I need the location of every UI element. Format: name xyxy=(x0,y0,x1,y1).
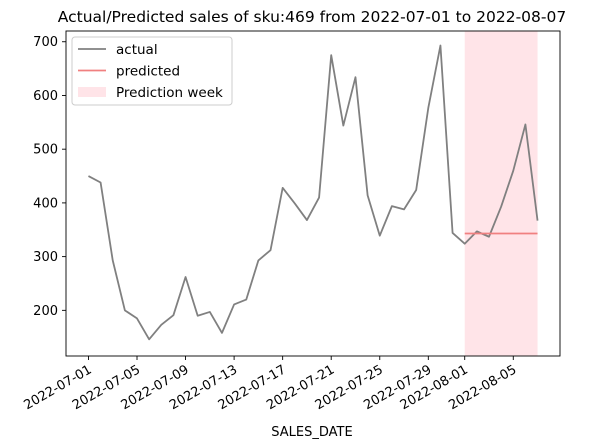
y-tick-label: 400 xyxy=(33,196,58,211)
series-lines xyxy=(88,44,539,341)
plot-area-frame xyxy=(65,30,561,357)
legend-label: Prediction week xyxy=(116,85,223,101)
y-tick-label: 500 xyxy=(33,143,58,158)
y-tick-label: 700 xyxy=(33,35,58,50)
prediction-week-region xyxy=(464,31,538,356)
legend-swatch-prediction-week xyxy=(78,87,106,97)
legend-frame xyxy=(71,36,233,106)
y-tick-label: 300 xyxy=(33,250,58,265)
series-line-actual xyxy=(88,44,539,341)
legend-label: predicted xyxy=(116,64,180,80)
y-tick-label: 200 xyxy=(33,304,58,319)
y-axis: 200 300 400 500 600 700 xyxy=(33,35,66,319)
legend: actual predicted Prediction week xyxy=(71,36,233,106)
x-axis: 2022-07-012022-07-052022-07-092022-07-13… xyxy=(22,356,519,413)
legend-label: actual xyxy=(116,42,158,58)
x-axis-label: SALES_DATE xyxy=(271,425,352,440)
y-tick-label: 600 xyxy=(33,89,58,104)
prediction-week-shade xyxy=(464,31,538,356)
chart-title: Actual/Predicted sales of sku:469 from 2… xyxy=(58,8,566,26)
